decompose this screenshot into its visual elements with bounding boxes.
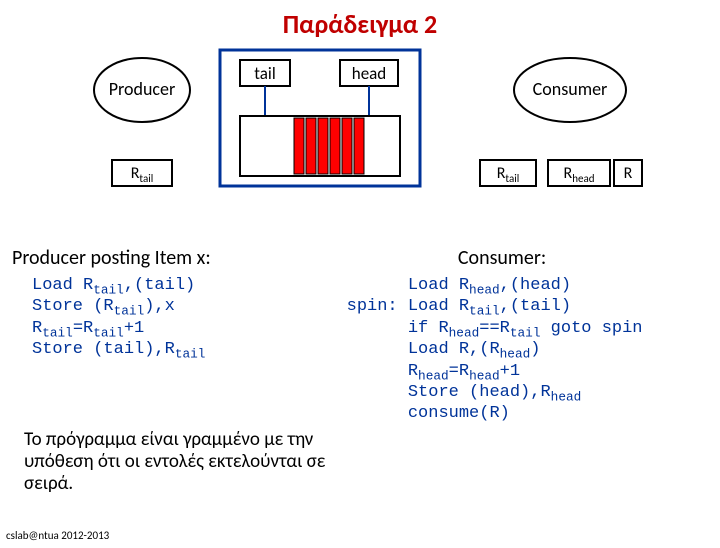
consumer-rtail-box: Rtail: [480, 160, 536, 186]
queue-bar: [330, 118, 340, 174]
note-text: Το πρόγραμμα είναι γραμμένο με την υπόθε…: [0, 423, 360, 495]
svg-text:head: head: [352, 63, 386, 84]
producer-label: Producer: [109, 78, 176, 100]
queue-bar: [342, 118, 352, 174]
headings-row: Producer posting Item x: Consumer:: [0, 246, 720, 270]
consumer-rhead-box: Rhead: [548, 160, 610, 186]
queue-bar: [306, 118, 316, 174]
producer-code: Load Rtail,(tail) Store (Rtail),x Rtail=…: [32, 276, 347, 423]
queue-bar: [318, 118, 328, 174]
producer-rtail-box: Rtail: [112, 160, 172, 186]
head-box: head: [340, 60, 398, 86]
producer-heading: Producer posting Item x:: [12, 246, 410, 270]
consumer-r-box: R: [614, 160, 642, 186]
footer-text: cslab@ntua 2012-2013: [6, 529, 109, 542]
svg-text:tail: tail: [254, 63, 275, 84]
consumer-code: Load Rhead,(head) spin: Load Rtail,(tail…: [347, 276, 716, 423]
page-title: Παράδειγμα 2: [0, 8, 720, 40]
consumer-heading: Consumer:: [410, 246, 698, 270]
diagram-svg: Producer Rtail tail head Consumer: [80, 50, 640, 230]
code-row: Load Rtail,(tail) Store (Rtail),x Rtail=…: [0, 270, 720, 423]
consumer-label: Consumer: [533, 78, 608, 100]
svg-text:R: R: [624, 164, 633, 183]
queue-bar: [354, 118, 364, 174]
queue-bar: [294, 118, 304, 174]
diagram: Producer Rtail tail head Consumer: [80, 50, 640, 230]
tail-box: tail: [240, 60, 290, 86]
